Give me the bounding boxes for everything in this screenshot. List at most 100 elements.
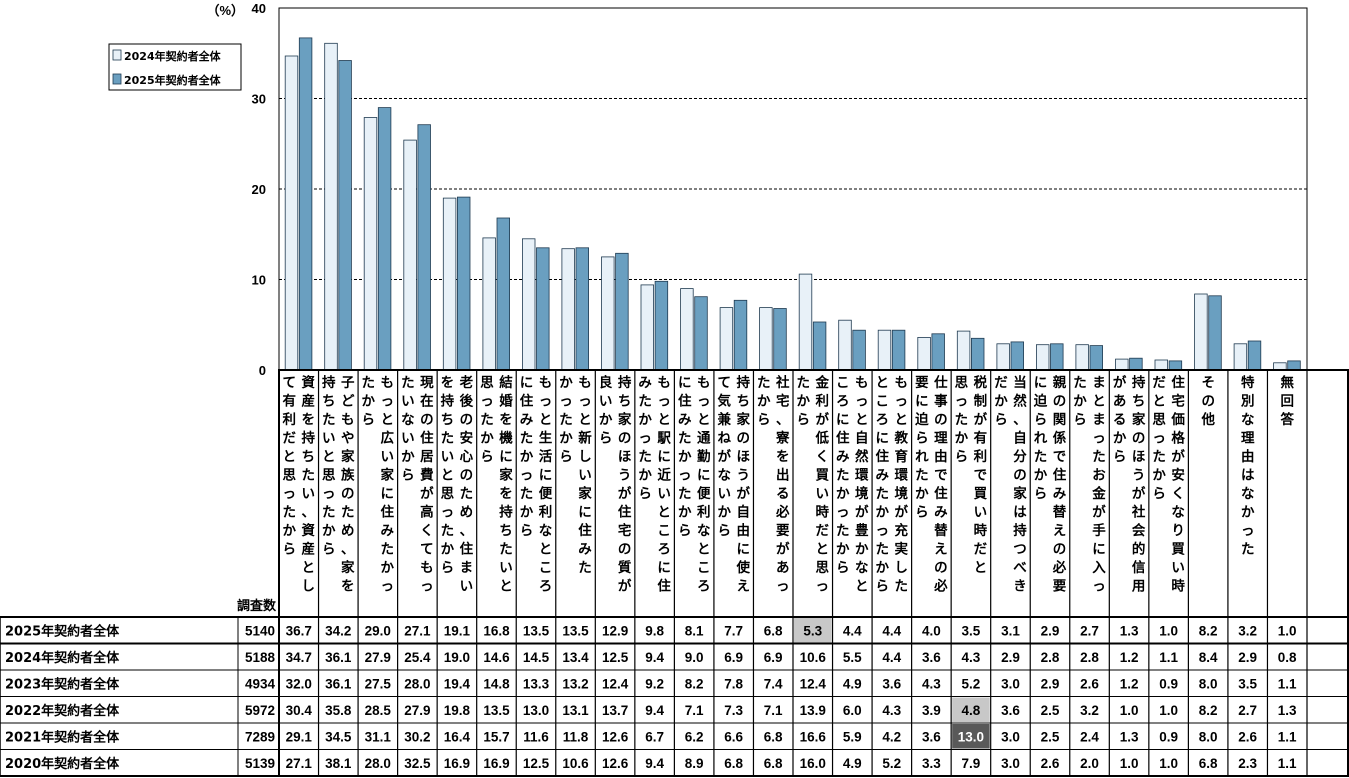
- bar: [733, 299, 748, 371]
- category-char: り: [1171, 523, 1185, 539]
- category-char: 家: [499, 467, 513, 484]
- category-char: た: [678, 486, 692, 502]
- category-char: 思: [283, 468, 297, 484]
- category-char: 住: [657, 578, 671, 595]
- table-cell: 1.0: [1120, 703, 1139, 718]
- row-n: 5972: [245, 703, 275, 718]
- bar: [338, 60, 352, 371]
- row-label: 2022年契約者全体: [5, 703, 120, 719]
- category-char: か: [381, 560, 395, 576]
- category-char: 替: [1053, 504, 1067, 521]
- category-char: 持: [736, 374, 750, 391]
- table-cell: 4.0: [922, 624, 941, 639]
- category-char: と: [381, 412, 395, 428]
- table-cell: 27.1: [286, 756, 313, 771]
- category-char: ら: [915, 505, 929, 521]
- table-cell: 0.8: [1278, 650, 1297, 665]
- category-char: ま: [1092, 375, 1106, 391]
- category-char: 広: [381, 430, 395, 447]
- table-cell: 3.3: [922, 756, 941, 771]
- row-n: 4934: [245, 677, 276, 692]
- bar: [284, 55, 299, 371]
- category-char: 住: [460, 541, 474, 558]
- table-cell: 29.1: [286, 730, 313, 745]
- category-char: と: [539, 542, 553, 558]
- bar: [1089, 345, 1104, 371]
- table-cell: 1.2: [1120, 650, 1139, 665]
- table-cell: 9.4: [645, 703, 664, 718]
- category-char: 環: [895, 468, 909, 484]
- category-char: た: [678, 431, 692, 447]
- category-char: か: [599, 412, 613, 428]
- category-char: 住: [678, 393, 692, 410]
- table-cell: 2.6: [1041, 756, 1060, 771]
- category-char: ら: [1034, 412, 1048, 428]
- category-char: 教: [895, 430, 909, 447]
- table-cell: 3.0: [1001, 677, 1020, 692]
- highlight-cell: [952, 724, 990, 749]
- category-char: の: [934, 560, 948, 576]
- table-cell: 6.8: [764, 730, 783, 745]
- category-char: あ: [1113, 394, 1127, 410]
- category-char: 現: [420, 375, 434, 391]
- category-char: な: [539, 523, 553, 539]
- table-cell: 27.9: [365, 650, 391, 665]
- category-char: あ: [776, 560, 790, 576]
- category-char: 迫: [914, 411, 929, 428]
- category-char: か: [876, 560, 890, 576]
- category-char: の: [341, 486, 355, 502]
- category-char: に: [697, 468, 711, 484]
- table-cell: 1.1: [1278, 730, 1297, 745]
- category-char: 必: [775, 504, 790, 521]
- category-label: 金利が低く買い時だと思っ: [815, 374, 830, 595]
- bar: [417, 124, 431, 371]
- category-char: っ: [657, 394, 671, 410]
- y-tick-label: 0: [259, 363, 266, 378]
- bar: [1208, 295, 1222, 371]
- category-char: だ: [974, 542, 988, 558]
- category-char: る: [1113, 412, 1127, 428]
- category-char: 、: [341, 542, 355, 558]
- category-char: 宅: [1171, 393, 1185, 410]
- category-char: っ: [1092, 431, 1106, 447]
- table-cell: 3.0: [1001, 730, 1020, 745]
- row-n: 5139: [245, 756, 275, 771]
- category-char: ら: [836, 560, 850, 576]
- category-char: 持: [1013, 522, 1027, 539]
- table-cell: 3.6: [922, 730, 941, 745]
- table-cell: 34.2: [325, 624, 351, 639]
- category-char: 自: [736, 504, 750, 521]
- category-char: み: [678, 412, 692, 428]
- category-char: か: [638, 468, 652, 484]
- category-char: こ: [697, 560, 711, 576]
- bar: [298, 37, 313, 371]
- table-cell: 16.4: [444, 730, 471, 745]
- table-cell: 13.4: [562, 650, 589, 665]
- category-char: で: [974, 468, 988, 484]
- category-char: か: [480, 431, 494, 447]
- category-char: い: [816, 486, 830, 502]
- table-cell: 7.3: [724, 703, 743, 718]
- category-char: た: [499, 542, 513, 558]
- bar: [482, 237, 496, 371]
- category-label: を持ちたいと思ったから: [441, 375, 455, 576]
- table-cell: 3.6: [1001, 703, 1020, 718]
- category-char: っ: [876, 523, 890, 539]
- category-label: 社宅、寮を出る必要があっ: [775, 374, 790, 595]
- category-char: を: [499, 486, 513, 502]
- category-char: 利: [974, 448, 988, 465]
- category-char: が: [855, 504, 869, 521]
- category-labels: 資産を持ちたい、資産として有利だと思ったから子どもや家族のため、家を持ちたいと思…: [283, 374, 1295, 595]
- category-char: を: [441, 375, 455, 391]
- category-char: ら: [717, 523, 731, 539]
- category-char: が: [895, 504, 909, 521]
- category-char: 駅: [657, 431, 671, 447]
- category-char: 育: [895, 448, 909, 465]
- bar: [403, 139, 417, 371]
- table-cell: 11.8: [563, 730, 589, 745]
- table-cell: 16.8: [483, 624, 510, 639]
- category-char: た: [836, 468, 850, 484]
- category-char: 便: [697, 485, 711, 502]
- category-char: ら: [638, 486, 652, 502]
- bar: [1154, 359, 1169, 371]
